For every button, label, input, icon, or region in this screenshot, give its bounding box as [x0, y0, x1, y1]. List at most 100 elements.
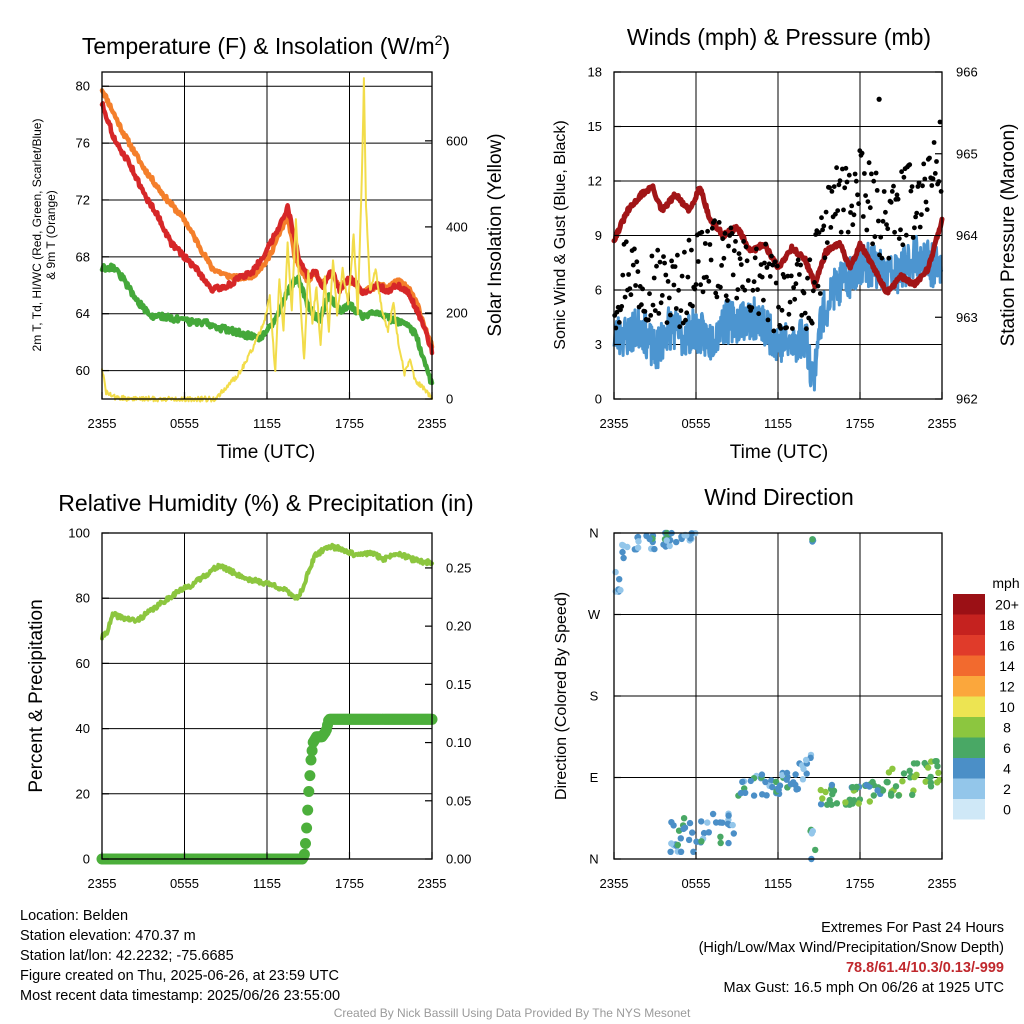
gust-point — [651, 275, 657, 281]
gust-point — [627, 286, 633, 291]
gust-point — [714, 294, 720, 300]
gust-point — [799, 312, 805, 318]
temperature-gridlines — [102, 72, 432, 399]
gust-point — [834, 165, 839, 171]
gust-point — [761, 297, 766, 303]
station-info: Location: Belden Station elevation: 470.… — [20, 906, 340, 1006]
gust-point — [682, 249, 687, 255]
gust-point — [640, 286, 645, 292]
gust-point — [938, 189, 944, 194]
legend-swatch — [953, 594, 985, 615]
gust-point — [881, 189, 887, 194]
wind-direction-point — [739, 778, 746, 786]
gust-point — [853, 178, 859, 184]
winds-x-axis-label: Time (UTC) — [730, 442, 829, 463]
gust-point — [793, 281, 799, 287]
y-tick-label: 72 — [76, 192, 90, 207]
recent-data-timestamp: Most recent data timestamp: 2025/06/26 2… — [20, 988, 341, 1004]
gust-point — [698, 282, 703, 288]
direction-panel: Wind Direction 2355 0555 1155 1755 2355NESWN… — [553, 484, 1020, 891]
gust-point — [673, 306, 679, 311]
right-y-tick-label: 400 — [446, 219, 468, 234]
gust-point — [922, 176, 928, 182]
humidity-ticks: 2355 0555 1155 1755 2355 0 20 40 60 80 100 0.00 0.05… — [68, 526, 471, 892]
x-tick-label: 1755 — [846, 416, 875, 431]
gust-point — [851, 212, 857, 218]
credit-line: Created By Nick Bassill Using Data Provi… — [333, 1006, 691, 1020]
gust-point — [795, 257, 801, 263]
legend-swatch — [953, 778, 985, 799]
legend-swatch — [953, 717, 985, 738]
gust-point — [842, 185, 848, 191]
gust-point — [692, 286, 698, 292]
wind-direction-point — [616, 576, 623, 583]
right-y-tick-label: 965 — [956, 146, 978, 161]
wind-direction-point — [924, 764, 932, 771]
gust-point — [736, 251, 742, 256]
wind-direction-point — [895, 792, 902, 799]
gust-point — [642, 309, 648, 314]
gust-point — [820, 227, 825, 233]
gust-point — [790, 326, 795, 331]
gust-point — [713, 290, 719, 296]
x-tick-label: 2355 — [88, 416, 117, 431]
gust-point — [810, 288, 816, 294]
gust-point — [749, 305, 755, 311]
gust-point — [843, 165, 849, 171]
temperature-ticks: 2355 0555 1155 1755 2355 60 64 68 72 76 80 0 200 400 6… — [76, 79, 468, 431]
wind-direction-point — [651, 545, 658, 553]
gust-point — [835, 208, 841, 214]
y-tick-label: 15 — [588, 119, 602, 134]
x-tick-label: 0555 — [682, 416, 711, 431]
legend-swatch — [953, 635, 985, 656]
legend-label: 10 — [999, 699, 1015, 715]
wind-direction-point — [668, 840, 675, 847]
wind-direction-point — [927, 783, 935, 790]
gust-point — [722, 231, 728, 236]
gust-point — [889, 189, 895, 194]
gust-point — [883, 209, 888, 215]
precipitation-point — [303, 786, 315, 797]
precipitation-point — [305, 754, 317, 766]
y-tick-label: 60 — [76, 363, 90, 378]
legend-label: 20+ — [995, 596, 1019, 612]
humidity-y-axis-label: Percent & Precipitation — [26, 599, 47, 792]
legend-label: 18 — [999, 617, 1015, 633]
y-tick-label: 20 — [76, 786, 90, 801]
gust-point — [679, 273, 685, 279]
y-tick-label: 80 — [76, 591, 90, 606]
wind-direction-point — [634, 544, 642, 551]
gust-point — [823, 209, 829, 215]
wind-direction-point — [819, 795, 826, 802]
gust-point — [807, 257, 813, 263]
gust-point — [678, 308, 684, 313]
gust-point — [634, 259, 640, 265]
gust-point — [664, 320, 670, 325]
gust-point — [614, 309, 620, 315]
gust-point — [778, 326, 784, 331]
gust-point — [841, 207, 846, 213]
wind-direction-point — [758, 771, 766, 778]
wind-direction-point — [620, 554, 627, 562]
wind-direction-point — [698, 818, 705, 825]
wind-direction-point — [635, 538, 642, 545]
x-tick-label: 2355 — [928, 876, 957, 891]
wind-direction-point — [809, 827, 816, 835]
x-tick-label: 1155 — [253, 876, 281, 891]
precipitation-point — [298, 848, 310, 860]
figure-created: Figure created on Thu, 2025-06-26, at 23… — [20, 968, 339, 984]
gust-point — [912, 225, 917, 231]
wind-direction-point — [792, 771, 799, 778]
gust-point — [771, 328, 777, 334]
x-tick-label: 2355 — [418, 416, 447, 431]
wind-direction-point — [799, 776, 807, 783]
gust-point — [751, 279, 757, 285]
gust-point — [816, 230, 822, 236]
legend-swatch — [953, 696, 985, 717]
wind-direction-point — [800, 765, 807, 773]
y-tick-label: 64 — [76, 306, 90, 321]
wind-direction-point — [833, 800, 841, 807]
gust-point — [655, 247, 661, 253]
gust-point — [619, 304, 625, 309]
y-tick-label: 76 — [76, 136, 90, 151]
